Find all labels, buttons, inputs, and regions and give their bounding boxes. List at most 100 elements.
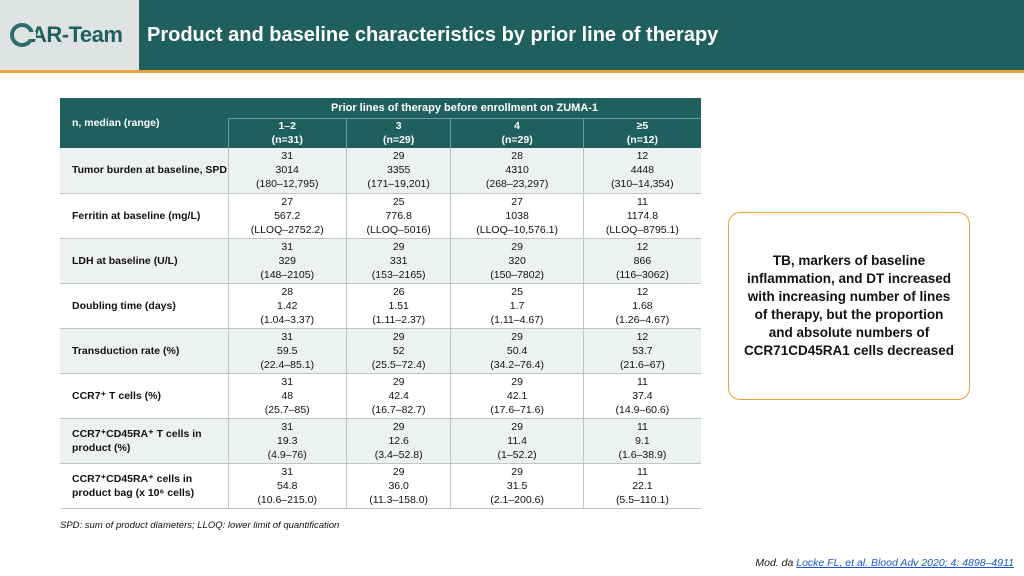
callout-text: TB, markers of baseline inflammation, an… — [743, 253, 955, 358]
row-label: LDH at baseline (U/L) — [60, 238, 228, 284]
table-row: CCR7⁺CD45RA⁺ cells in product bag (x 10⁶… — [60, 463, 701, 509]
table-cell: 29 52 (25.5–72.4) — [345, 328, 451, 374]
column-header-label: 1–2 — [278, 120, 296, 133]
summary-callout: TB, markers of baseline inflammation, an… — [728, 212, 970, 400]
cell-median: 50.4 — [506, 344, 528, 357]
cell-median: 48 — [281, 389, 294, 402]
table-cell: 12 866 (116–3062) — [582, 238, 701, 284]
cell-median: 866 — [633, 254, 652, 267]
table-cell: 29 3355 (171–19,201) — [345, 148, 451, 194]
cell-n: 26 — [392, 285, 405, 298]
cell-median: 1174.8 — [626, 209, 659, 222]
cell-range: (1.6–38.9) — [618, 448, 667, 461]
cell-range: (1.11–2.37) — [372, 313, 426, 326]
table-cell: 27 567.2 (LLOQ–2752.2) — [227, 193, 347, 239]
cell-n: 31 — [281, 420, 294, 433]
cell-median: 1.51 — [388, 299, 409, 312]
cell-range: (2.1–200.6) — [490, 493, 544, 506]
cell-median: 19.3 — [277, 434, 298, 447]
characteristics-table: n, median (range) Prior lines of therapy… — [60, 98, 701, 509]
cell-median: 12.6 — [388, 434, 409, 447]
header: AR-Team Product and baseline characteris… — [0, 0, 1024, 70]
cell-n: 29 — [511, 420, 523, 433]
table-row: CCR7⁺CD45RA⁺ T cells in product (%) 31 19.… — [60, 418, 701, 464]
column-header-label: 4 — [514, 120, 521, 133]
cell-n: 29 — [511, 240, 523, 253]
table-cell: 31 3014 (180–12,795) — [227, 148, 347, 194]
table-cell: 31 19.3 (4.9–76) — [227, 418, 347, 464]
table-cell: 11 37.4 (14.9–60.6) — [582, 373, 701, 419]
reference-prefix: Mod. da — [755, 557, 797, 569]
column-header-n: (n=31) — [271, 134, 303, 147]
table-row: LDH at baseline (U/L) 31 329 (148–2105) 29 33… — [60, 238, 701, 284]
cell-n: 31 — [281, 150, 294, 163]
cell-range: (171–19,201) — [367, 178, 430, 191]
table-cell: 12 53.7 (21.6–67) — [582, 328, 701, 374]
table-body: Tumor burden at baseline, SPD 31 3014 (180–… — [60, 148, 701, 509]
table-cell: 12 1.68 (1.26–4.67) — [582, 283, 701, 329]
table-cell: 27 1038 (LLOQ–10,576.1) — [450, 193, 584, 239]
table-cell: 29 12.6 (3.4–52.8) — [345, 418, 451, 464]
cell-median: 567.2 — [274, 209, 301, 222]
table-cell: 29 42.4 (16.7–82.7) — [345, 373, 451, 419]
logo-text: AR-Team — [31, 22, 123, 47]
cell-n: 12 — [636, 150, 649, 163]
cell-n: 11 — [636, 465, 648, 478]
column-header-row: 1–2 (n=31) 3 (n=29) 4 (n=29) ≥5 (n=12) — [60, 117, 701, 148]
cell-range: (22.4–85.1) — [260, 358, 315, 371]
cell-range: (LLOQ–10,576.1) — [476, 223, 558, 236]
table-row: Doubling time (days) 28 1.42 (1.04–3.37) 26 1… — [60, 283, 701, 329]
table-cell: 29 31.5 (2.1–200.6) — [450, 463, 584, 509]
row-label: Ferritin at baseline (mg/L) — [60, 193, 228, 239]
cell-range: (17.6–71.6) — [490, 403, 544, 416]
table-cell: 29 36.0 (11.3–158.0) — [345, 463, 451, 509]
cell-n: 11 — [636, 420, 648, 433]
table-cell: 29 320 (150–7802) — [450, 238, 584, 284]
column-header-label: 3 — [395, 120, 402, 133]
cell-range: (3.4–52.8) — [374, 448, 423, 461]
row-label: Doubling time (days) — [60, 283, 228, 329]
row-label: CCR7⁺CD45RA⁺ cells in product bag (x 10⁶… — [60, 463, 228, 509]
cell-median: 3014 — [275, 164, 299, 177]
cell-n: 31 — [281, 330, 294, 343]
cell-range: (4.9–76) — [267, 448, 307, 461]
cell-n: 31 — [281, 240, 294, 253]
table-corner-header: n, median (range) — [60, 98, 228, 148]
table-cell: 29 50.4 (34.2–76.4) — [450, 328, 584, 374]
cell-n: 12 — [636, 330, 649, 343]
cell-range: (153–2165) — [371, 268, 426, 281]
table-cell: 31 54.8 (10.6–215.0) — [227, 463, 347, 509]
cell-median: 3355 — [386, 164, 411, 177]
cell-median: 42.1 — [506, 389, 528, 402]
cell-n: 31 — [281, 375, 294, 388]
cell-n: 25 — [392, 195, 405, 208]
cell-n: 29 — [392, 465, 405, 478]
cell-n: 11 — [636, 375, 648, 388]
table-cell: 25 1.7 (1.11–4.67) — [450, 283, 584, 329]
cell-range: (1.04–3.37) — [260, 313, 315, 326]
cell-n: 29 — [392, 375, 405, 388]
car-team-logo: AR-Team — [10, 22, 123, 48]
cell-range: (1.26–4.67) — [615, 313, 670, 326]
column-header: 4 (n=29) — [450, 117, 584, 148]
cell-median: 1.42 — [277, 299, 298, 312]
cell-range: (LLOQ–2752.2) — [250, 223, 324, 236]
row-label: CCR7⁺CD45RA⁺ T cells in product (%) — [60, 418, 228, 464]
table-cell: 31 329 (148–2105) — [227, 238, 347, 284]
reference-link[interactable]: Locke FL, et al. Blood Adv 2020; 4: 4898… — [796, 557, 1014, 569]
cell-n: 29 — [392, 150, 405, 163]
table-row: Tumor burden at baseline, SPD 31 3014 (180–… — [60, 148, 701, 194]
cell-median: 776.8 — [385, 209, 412, 222]
cell-n: 12 — [636, 240, 649, 253]
table-cell: 28 1.42 (1.04–3.37) — [227, 283, 347, 329]
slide-title: Product and baseline characteristics by … — [147, 24, 719, 46]
cell-median: 1038 — [505, 209, 529, 222]
row-label: Transduction rate (%) — [60, 328, 228, 374]
cell-range: (LLOQ–5016) — [366, 223, 431, 236]
table-cell: 31 48 (25.7–85) — [227, 373, 347, 419]
cell-median: 4448 — [630, 164, 655, 177]
cell-range: (268–23,297) — [485, 178, 549, 191]
table-cell: 29 11.4 (1–52.2) — [450, 418, 584, 464]
cell-range: (150–7802) — [490, 268, 544, 281]
